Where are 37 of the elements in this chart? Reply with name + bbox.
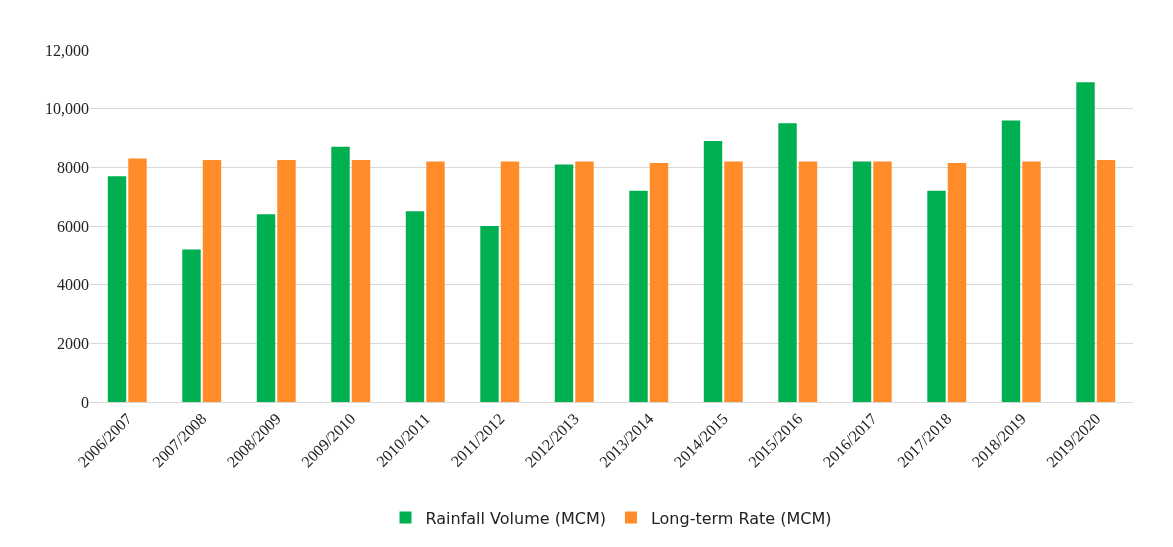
y-tick-label: 2000 (57, 334, 89, 352)
y-tick-label: 12,000 (45, 41, 89, 59)
bar (1001, 120, 1021, 402)
bar (128, 158, 147, 402)
bar (575, 161, 594, 402)
bar (629, 190, 648, 402)
bar (927, 190, 946, 402)
y-tick-label: 10,000 (45, 100, 89, 118)
bar (1096, 160, 1116, 402)
bar (256, 214, 276, 402)
bar (852, 161, 872, 402)
bar (107, 176, 127, 402)
bar (331, 146, 350, 402)
y-tick-label: 6000 (57, 217, 89, 235)
y-tick-label: 8000 (57, 158, 89, 176)
bar (554, 164, 574, 402)
y-tick-label: 0 (81, 393, 89, 411)
bar (873, 161, 892, 402)
bar (351, 160, 371, 402)
bar (500, 161, 520, 402)
bar (798, 161, 818, 402)
bar (649, 162, 669, 402)
bar (182, 249, 201, 402)
bar (277, 160, 296, 402)
bar (703, 140, 723, 402)
y-tick-label: 4000 (57, 276, 89, 294)
bar (202, 160, 222, 402)
legend-label: Long-term Rate (MCM) (650, 508, 832, 528)
legend-label: Rainfall Volume (MCM) (425, 508, 606, 528)
bar (1076, 82, 1095, 402)
bar (480, 226, 499, 402)
bar (426, 161, 445, 402)
bar (947, 162, 967, 402)
bar (778, 123, 797, 402)
bar (724, 161, 743, 402)
bar (1022, 161, 1041, 402)
bar (405, 211, 425, 402)
